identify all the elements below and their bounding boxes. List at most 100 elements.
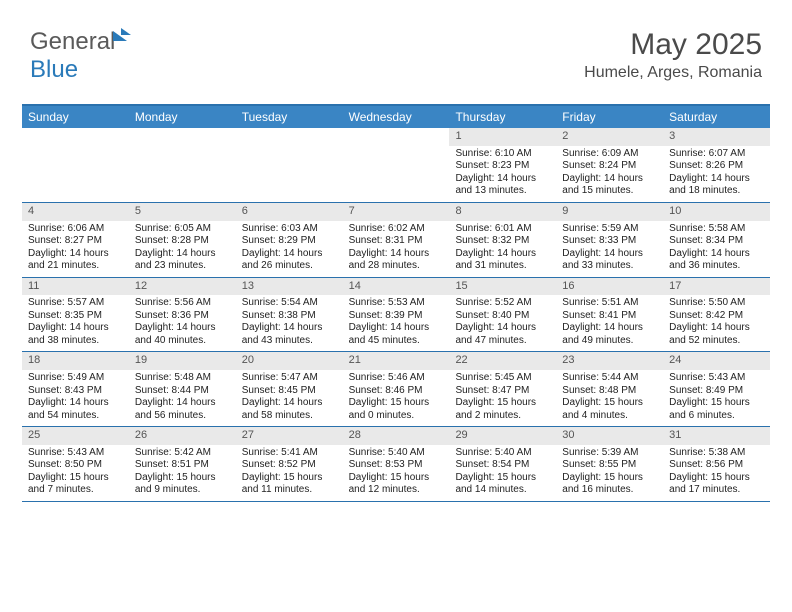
daylight-text: Daylight: 14 hours and 13 minutes. <box>449 173 556 198</box>
sunset-text: Sunset: 8:34 PM <box>663 235 770 248</box>
sunset-text: Sunset: 8:56 PM <box>663 459 770 472</box>
sunrise-text: Sunrise: 5:47 AM <box>236 372 343 385</box>
logo-text-gray: General <box>30 28 115 55</box>
sunset-text: Sunset: 8:39 PM <box>343 310 450 323</box>
day-number: 26 <box>129 427 236 445</box>
sunrise-text: Sunrise: 5:53 AM <box>343 297 450 310</box>
daylight-text: Daylight: 14 hours and 45 minutes. <box>343 322 450 347</box>
day-number: 31 <box>663 427 770 445</box>
sunrise-text: Sunrise: 5:56 AM <box>129 297 236 310</box>
day-number: 2 <box>556 128 663 146</box>
week-row: 1Sunrise: 6:10 AMSunset: 8:23 PMDaylight… <box>22 128 770 203</box>
sunrise-text: Sunrise: 6:10 AM <box>449 148 556 161</box>
sunset-text: Sunset: 8:41 PM <box>556 310 663 323</box>
day-header: Monday <box>129 106 236 128</box>
day-cell: 25Sunrise: 5:43 AMSunset: 8:50 PMDayligh… <box>22 427 129 501</box>
sunrise-text: Sunrise: 6:06 AM <box>22 223 129 236</box>
sunrise-text: Sunrise: 5:49 AM <box>22 372 129 385</box>
daylight-text: Daylight: 14 hours and 49 minutes. <box>556 322 663 347</box>
sunset-text: Sunset: 8:52 PM <box>236 459 343 472</box>
day-cell: 14Sunrise: 5:53 AMSunset: 8:39 PMDayligh… <box>343 278 450 352</box>
daylight-text: Daylight: 15 hours and 6 minutes. <box>663 397 770 422</box>
week-row: 11Sunrise: 5:57 AMSunset: 8:35 PMDayligh… <box>22 278 770 353</box>
day-header-row: Sunday Monday Tuesday Wednesday Thursday… <box>22 106 770 128</box>
day-cell: 6Sunrise: 6:03 AMSunset: 8:29 PMDaylight… <box>236 203 343 277</box>
daylight-text: Daylight: 14 hours and 31 minutes. <box>449 248 556 273</box>
day-header: Thursday <box>449 106 556 128</box>
sunset-text: Sunset: 8:50 PM <box>22 459 129 472</box>
sunrise-text: Sunrise: 5:43 AM <box>663 372 770 385</box>
day-cell: 9Sunrise: 5:59 AMSunset: 8:33 PMDaylight… <box>556 203 663 277</box>
daylight-text: Daylight: 15 hours and 4 minutes. <box>556 397 663 422</box>
sunset-text: Sunset: 8:48 PM <box>556 385 663 398</box>
sunset-text: Sunset: 8:35 PM <box>22 310 129 323</box>
daylight-text: Daylight: 15 hours and 17 minutes. <box>663 472 770 497</box>
day-cell <box>343 128 450 202</box>
daylight-text: Daylight: 15 hours and 7 minutes. <box>22 472 129 497</box>
day-number: 24 <box>663 352 770 370</box>
day-cell: 26Sunrise: 5:42 AMSunset: 8:51 PMDayligh… <box>129 427 236 501</box>
day-cell: 30Sunrise: 5:39 AMSunset: 8:55 PMDayligh… <box>556 427 663 501</box>
day-number: 17 <box>663 278 770 296</box>
day-number: 28 <box>343 427 450 445</box>
day-number: 15 <box>449 278 556 296</box>
sunset-text: Sunset: 8:46 PM <box>343 385 450 398</box>
sunset-text: Sunset: 8:47 PM <box>449 385 556 398</box>
day-cell: 24Sunrise: 5:43 AMSunset: 8:49 PMDayligh… <box>663 352 770 426</box>
day-cell: 3Sunrise: 6:07 AMSunset: 8:26 PMDaylight… <box>663 128 770 202</box>
sunrise-text: Sunrise: 6:07 AM <box>663 148 770 161</box>
daylight-text: Daylight: 14 hours and 52 minutes. <box>663 322 770 347</box>
logo-text-blue: Blue <box>30 56 78 83</box>
sunrise-text: Sunrise: 6:09 AM <box>556 148 663 161</box>
day-cell: 2Sunrise: 6:09 AMSunset: 8:24 PMDaylight… <box>556 128 663 202</box>
daylight-text: Daylight: 14 hours and 43 minutes. <box>236 322 343 347</box>
sunset-text: Sunset: 8:26 PM <box>663 160 770 173</box>
sunset-text: Sunset: 8:42 PM <box>663 310 770 323</box>
sunrise-text: Sunrise: 5:51 AM <box>556 297 663 310</box>
calendar: Sunday Monday Tuesday Wednesday Thursday… <box>22 104 770 502</box>
title-block: May 2025 Humele, Arges, Romania <box>584 28 762 82</box>
sunset-text: Sunset: 8:31 PM <box>343 235 450 248</box>
logo: General Blue <box>30 28 131 84</box>
day-number: 8 <box>449 203 556 221</box>
day-number: 23 <box>556 352 663 370</box>
sunset-text: Sunset: 8:36 PM <box>129 310 236 323</box>
sunrise-text: Sunrise: 5:44 AM <box>556 372 663 385</box>
sunrise-text: Sunrise: 6:01 AM <box>449 223 556 236</box>
day-number: 9 <box>556 203 663 221</box>
sunrise-text: Sunrise: 5:38 AM <box>663 447 770 460</box>
day-cell: 16Sunrise: 5:51 AMSunset: 8:41 PMDayligh… <box>556 278 663 352</box>
daylight-text: Daylight: 14 hours and 38 minutes. <box>22 322 129 347</box>
sunset-text: Sunset: 8:44 PM <box>129 385 236 398</box>
daylight-text: Daylight: 15 hours and 12 minutes. <box>343 472 450 497</box>
day-number: 10 <box>663 203 770 221</box>
day-number: 18 <box>22 352 129 370</box>
day-cell: 10Sunrise: 5:58 AMSunset: 8:34 PMDayligh… <box>663 203 770 277</box>
sunset-text: Sunset: 8:53 PM <box>343 459 450 472</box>
day-cell: 11Sunrise: 5:57 AMSunset: 8:35 PMDayligh… <box>22 278 129 352</box>
sunrise-text: Sunrise: 5:54 AM <box>236 297 343 310</box>
day-number: 16 <box>556 278 663 296</box>
daylight-text: Daylight: 14 hours and 15 minutes. <box>556 173 663 198</box>
day-cell: 22Sunrise: 5:45 AMSunset: 8:47 PMDayligh… <box>449 352 556 426</box>
day-cell: 1Sunrise: 6:10 AMSunset: 8:23 PMDaylight… <box>449 128 556 202</box>
day-number: 4 <box>22 203 129 221</box>
day-header: Tuesday <box>236 106 343 128</box>
day-number: 30 <box>556 427 663 445</box>
sunrise-text: Sunrise: 5:40 AM <box>449 447 556 460</box>
daylight-text: Daylight: 15 hours and 9 minutes. <box>129 472 236 497</box>
week-row: 25Sunrise: 5:43 AMSunset: 8:50 PMDayligh… <box>22 427 770 502</box>
daylight-text: Daylight: 15 hours and 11 minutes. <box>236 472 343 497</box>
daylight-text: Daylight: 14 hours and 36 minutes. <box>663 248 770 273</box>
day-number: 19 <box>129 352 236 370</box>
day-cell: 27Sunrise: 5:41 AMSunset: 8:52 PMDayligh… <box>236 427 343 501</box>
day-cell: 7Sunrise: 6:02 AMSunset: 8:31 PMDaylight… <box>343 203 450 277</box>
sunrise-text: Sunrise: 5:41 AM <box>236 447 343 460</box>
day-cell: 4Sunrise: 6:06 AMSunset: 8:27 PMDaylight… <box>22 203 129 277</box>
day-cell: 19Sunrise: 5:48 AMSunset: 8:44 PMDayligh… <box>129 352 236 426</box>
day-cell: 12Sunrise: 5:56 AMSunset: 8:36 PMDayligh… <box>129 278 236 352</box>
day-cell: 21Sunrise: 5:46 AMSunset: 8:46 PMDayligh… <box>343 352 450 426</box>
day-number: 11 <box>22 278 129 296</box>
sunset-text: Sunset: 8:32 PM <box>449 235 556 248</box>
sunrise-text: Sunrise: 6:03 AM <box>236 223 343 236</box>
